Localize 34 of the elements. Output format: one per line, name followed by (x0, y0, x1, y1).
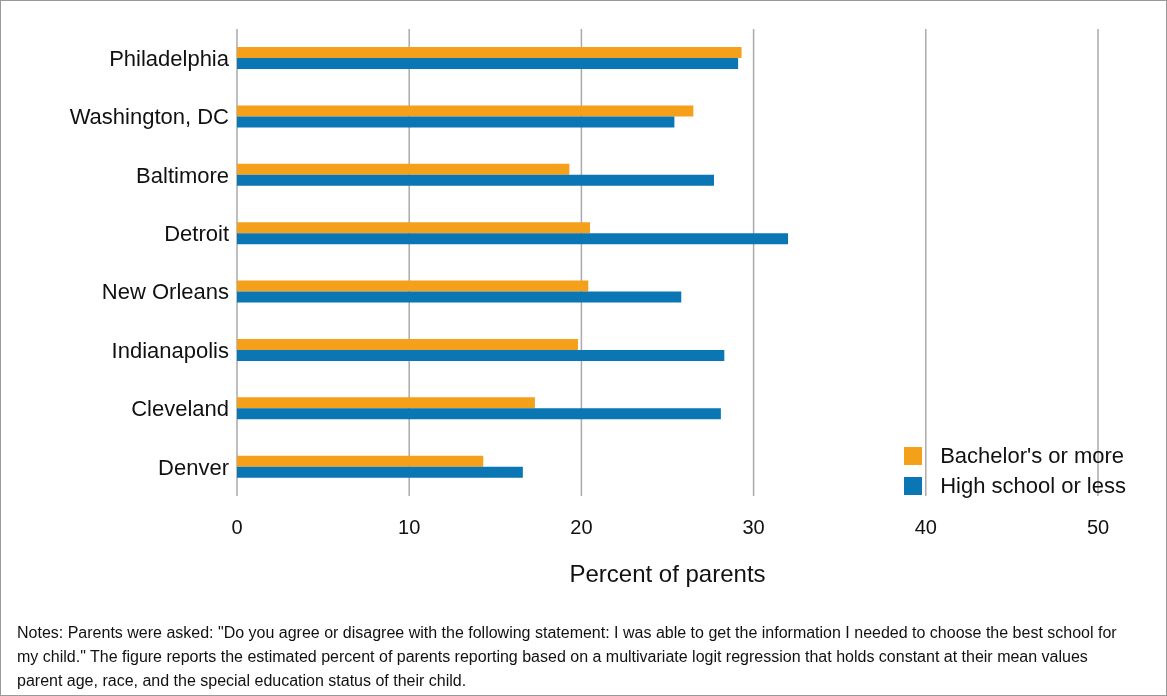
bar (237, 58, 739, 70)
x-tick-label: 30 (742, 516, 765, 539)
bar (237, 47, 742, 59)
y-tick-label: Indianapolis (111, 337, 229, 363)
bar (237, 233, 789, 245)
bar (237, 408, 721, 420)
bar (237, 338, 578, 350)
bar (237, 397, 535, 409)
y-tick-label: Baltimore (136, 162, 229, 188)
bar (237, 291, 682, 303)
y-tick-label: Washington, DC (69, 104, 230, 130)
bar (237, 280, 589, 292)
bar (237, 222, 591, 234)
x-tick-label: 10 (398, 516, 421, 539)
bar (237, 466, 523, 478)
y-tick-label: Philadelphia (109, 46, 230, 71)
y-tick-label: New Orleans (101, 279, 229, 305)
bar (237, 455, 484, 467)
bar (237, 163, 570, 175)
x-tick-label: 40 (914, 516, 937, 539)
y-tick-label: Denver (158, 454, 229, 480)
x-tick-label: 20 (570, 516, 593, 539)
y-tick-label: Cleveland (131, 396, 229, 422)
bar (237, 349, 725, 361)
bar (237, 116, 675, 128)
text: Notes: Parents were asked: "Do you agree or disagree with the following statement: I was able to get the information I needed to choose the best school for my child." The figure reports the estimated percent of parents reporting based on a multivariate logit regression that holds constant at their mean values parent age, race, and the special education status of their child. (17, 623, 1118, 691)
x-axis-title: Percent of parents (569, 560, 766, 587)
x-tick-label: 0 (231, 516, 243, 539)
y-tick-label: Detroit (164, 221, 229, 247)
legend-label: High school or less (940, 472, 1126, 500)
bar (237, 105, 694, 117)
bar (237, 174, 714, 186)
x-tick-label: 50 (1086, 516, 1110, 539)
legend-label: Bachelor's or more (940, 442, 1125, 470)
